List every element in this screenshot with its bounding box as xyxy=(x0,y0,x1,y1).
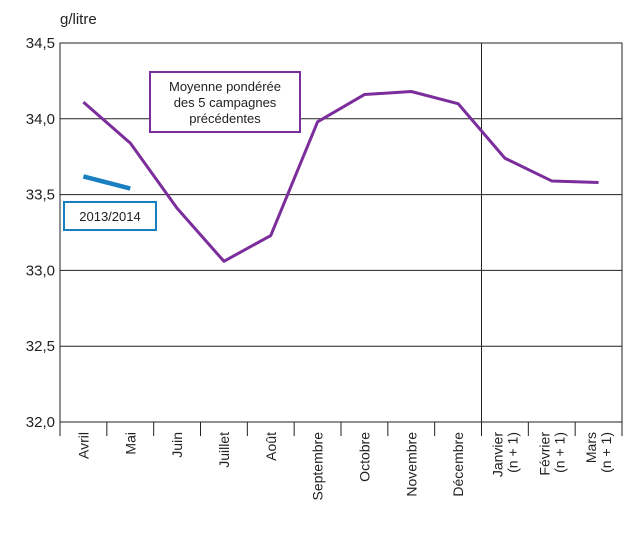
x-tick-label: Septembre xyxy=(310,432,326,501)
series-lines xyxy=(82,90,599,263)
x-tick-label: Mars xyxy=(583,432,599,463)
x-tick-label: Janvier xyxy=(489,432,505,477)
y-tick-label: 32,0 xyxy=(26,414,55,431)
x-tick-label: Octobre xyxy=(356,432,372,482)
series-line-2013-2014 xyxy=(82,174,131,191)
legend-label: Moyenne pondérée xyxy=(169,79,281,94)
x-tick-label: Février xyxy=(536,432,552,476)
x-tick-label: Avril xyxy=(75,432,91,459)
x-tick-label: Novembre xyxy=(403,432,419,497)
x-tick-label: (n + 1) xyxy=(504,432,520,473)
y-tick-label: 34,5 xyxy=(26,35,55,52)
y-tick-label: 32,5 xyxy=(26,338,55,355)
grid xyxy=(59,42,623,423)
series-line-average xyxy=(82,90,599,263)
x-tick-label: (n + 1) xyxy=(551,432,567,473)
legend-label: précédentes xyxy=(189,111,261,126)
legend-label: 2013/2014 xyxy=(79,209,140,224)
y-tick-label: 33,5 xyxy=(26,187,55,204)
legend-label: des 5 campagnes xyxy=(174,95,277,110)
y-tick-label: 34,0 xyxy=(26,111,55,128)
x-tick-label: Mai xyxy=(122,432,138,455)
legend-box-2013-2014 xyxy=(63,201,157,231)
legend-box-average xyxy=(149,71,301,133)
x-axis-ticks: Avril Mai Juin Juillet Août Septembre Octobre N… xyxy=(59,422,623,501)
y-axis-ticks: 32,0 32,5 33,0 33,5 34,0 34,5 xyxy=(26,35,55,431)
x-tick-label: Août xyxy=(263,432,279,461)
x-tick-label: Décembre xyxy=(450,432,466,497)
y-axis-label: g/litre xyxy=(60,11,97,28)
x-tick-label: Juin xyxy=(169,432,185,458)
x-tick-label: (n + 1) xyxy=(598,432,614,473)
x-tick-label: Juillet xyxy=(216,432,232,468)
y-tick-label: 33,0 xyxy=(26,262,55,279)
plot-frame xyxy=(59,42,623,423)
